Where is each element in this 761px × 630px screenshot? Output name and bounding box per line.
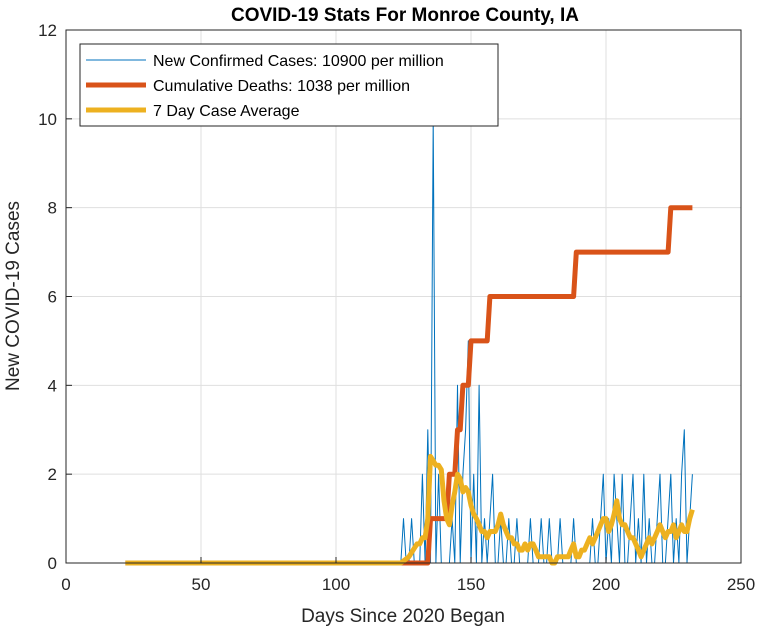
legend-entry: 7 Day Case Average xyxy=(153,103,300,120)
new-cases-line xyxy=(125,118,693,564)
legend: New Confirmed Cases: 10900 per million Cu… xyxy=(79,43,499,127)
cumulative-deaths-line xyxy=(125,205,693,566)
x-tick-label: 200 xyxy=(592,575,620,594)
x-tick-label: 50 xyxy=(192,575,211,594)
x-tick-label: 100 xyxy=(322,575,350,594)
x-tick-label: 150 xyxy=(457,575,485,594)
y-tick-label: 4 xyxy=(48,376,57,395)
ticks: 0 50 100 150 200 250 0 2 4 6 8 10 12 xyxy=(38,21,755,594)
chart-title: COVID-19 Stats For Monroe County, IA xyxy=(231,5,579,26)
x-axis-label: Days Since 2020 Began xyxy=(301,606,505,627)
y-tick-label: 8 xyxy=(48,199,57,218)
y-axis-label: New COVID-19 Cases xyxy=(3,201,24,391)
y-tick-label: 12 xyxy=(38,21,57,40)
plot-area xyxy=(125,118,695,566)
y-tick-label: 0 xyxy=(48,554,57,573)
y-tick-label: 6 xyxy=(48,288,57,307)
y-tick-label: 2 xyxy=(48,465,57,484)
legend-entry: New Confirmed Cases: 10900 per million xyxy=(153,53,444,70)
case-average-line xyxy=(125,453,695,566)
legend-box xyxy=(79,43,499,127)
legend-entry: Cumulative Deaths: 1038 per million xyxy=(153,78,410,95)
y-tick-label: 10 xyxy=(38,110,57,129)
x-tick-label: 250 xyxy=(727,575,755,594)
x-tick-label: 0 xyxy=(61,575,70,594)
